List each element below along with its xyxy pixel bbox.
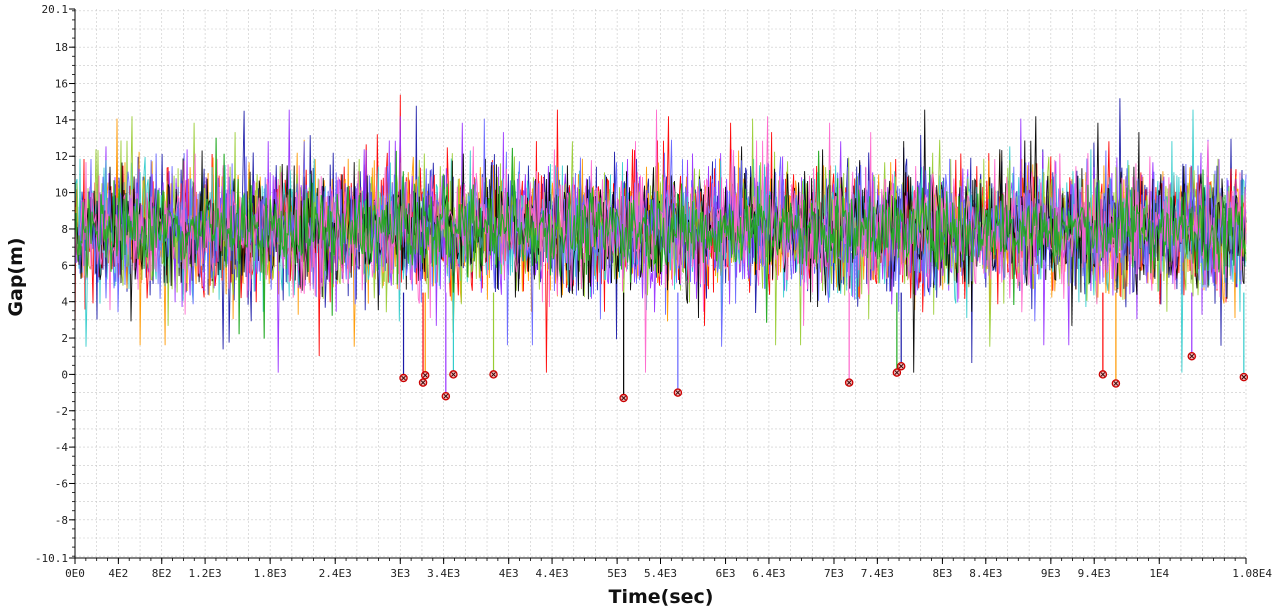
y-tick-label: 16 [55,78,68,91]
grid-lines [74,9,1247,558]
y-tick-label: -8 [55,514,68,527]
min-gap-marker-cross [898,363,904,369]
min-gap-marker-cross [443,393,449,399]
y-tick-label: -6 [55,477,68,490]
axes [69,8,1247,564]
x-tick-label: 9.4E3 [1078,567,1111,580]
y-tick-label: 4 [61,296,68,309]
x-tick-label: 5.4E3 [644,567,677,580]
x-tick-label: 7E3 [824,567,844,580]
x-tick-label: 4.4E3 [536,567,569,580]
y-tick-label: -2 [55,405,68,418]
y-tick-label: 12 [55,150,68,163]
x-tick-label: 8E2 [152,567,172,580]
series-group [74,94,1247,373]
x-tick-label: 8E3 [932,567,952,580]
x-tick-label: 2.4E3 [319,567,352,580]
x-tick-label: 6E3 [716,567,736,580]
x-tick-label: 4E2 [108,567,128,580]
min-gap-markers [399,292,1249,403]
x-axis-label: Time(sec) [609,586,714,608]
min-gap-marker-cross [1241,374,1247,380]
min-gap-marker-cross [1100,372,1106,377]
y-tick-label: 10 [55,187,68,200]
min-gap-marker-cross [401,375,406,381]
min-gap-marker-cross [621,395,626,401]
series-line [74,109,1247,373]
y-tick-labels: 20.1 18 16 14 12 10 8 6 4 2 0 -2 -4 -6 -8 -10.1 [35,3,69,565]
min-gap-marker-cross [1113,381,1119,386]
min-gap-marker-cross [420,380,426,385]
x-tick-labels: 0E0 4E2 8E2 1.2E3 1.8E3 2.4E3 3E3 3.4E3 4E3 4.4E3… [65,567,1272,580]
min-gap-marker-cross [451,372,456,377]
x-tick-label: 7.4E3 [861,567,894,580]
series-line [74,116,1247,347]
y-tick-label: 6 [61,259,68,272]
x-tick-label: 1.8E3 [254,567,287,580]
y-tick-label: 0 [61,368,68,381]
x-tick-label: 3.4E3 [427,567,460,580]
y-tick-label: -10.1 [35,552,68,565]
y-tick-label: -4 [55,441,69,454]
min-gap-marker-cross [846,380,852,385]
x-tick-label: 5E3 [607,567,627,580]
x-tick-label: 1.08E4 [1232,567,1272,580]
x-tick-label: 1E4 [1149,567,1169,580]
min-gap-marker-cross [675,390,681,395]
y-axis-label: Gap(m) [5,237,27,316]
x-tick-label: 4E3 [499,567,519,580]
y-tick-label: 18 [55,41,68,54]
series-line [74,137,1247,339]
y-tick-label: 2 [61,332,68,345]
y-tick-label: 8 [61,223,68,236]
min-gap-marker-cross [491,372,496,377]
min-gap-marker-cross [422,372,428,378]
min-gap-marker-cross [1189,353,1195,359]
y-tick-label: 14 [55,114,69,127]
y-tick-label: 20.1 [42,3,69,16]
x-tick-label: 1.2E3 [189,567,222,580]
x-tick-label: 6.4E3 [752,567,785,580]
x-tick-label: 8.4E3 [969,567,1002,580]
x-tick-label: 0E0 [65,567,85,580]
x-tick-label: 9E3 [1041,567,1061,580]
min-gap-marker-cross [894,370,900,375]
x-tick-label: 3E3 [390,567,410,580]
